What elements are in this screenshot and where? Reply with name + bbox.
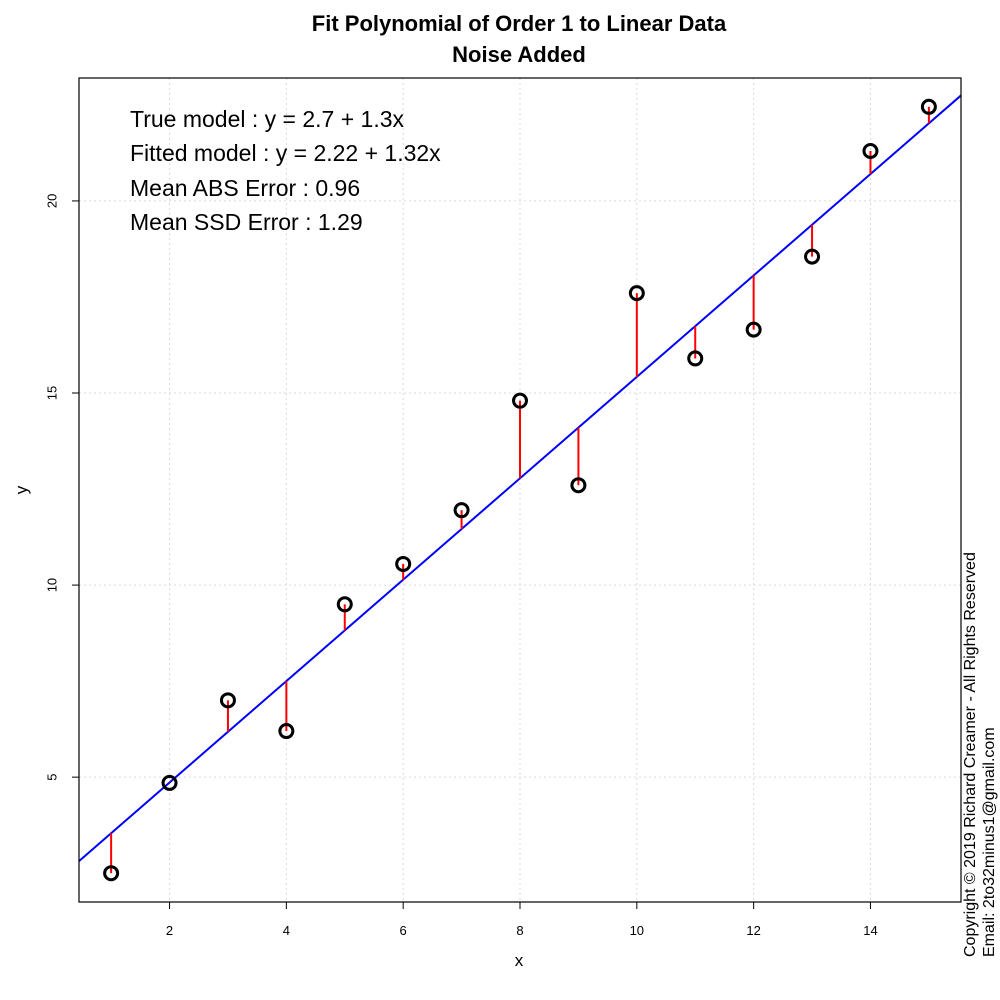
data-point xyxy=(570,477,587,494)
data-point-layer xyxy=(103,98,937,882)
data-point xyxy=(628,285,645,302)
mean-ssd-error-annotation: Mean SSD Error : 1.29 xyxy=(130,209,363,235)
chart-title: Fit Polynomial of Order 1 to Linear Data xyxy=(312,11,727,36)
tick-layer: 2 4 6 8 10 12 14 5 10 15 20 xyxy=(44,194,877,938)
data-point xyxy=(278,723,295,740)
true-model-annotation: True model : y = 2.7 + 1.3x xyxy=(130,106,405,132)
grid-layer xyxy=(79,78,961,902)
x-tick-label: 8 xyxy=(516,923,523,938)
data-point xyxy=(453,502,470,519)
x-axis-label: x xyxy=(515,951,524,970)
data-point xyxy=(103,865,120,882)
data-point xyxy=(687,350,704,367)
y-tick-label: 20 xyxy=(44,194,59,208)
y-axis-label: y xyxy=(12,485,31,494)
mean-abs-error-annotation: Mean ABS Error : 0.96 xyxy=(130,175,360,201)
data-point xyxy=(862,142,879,159)
fitted-model-annotation: Fitted model : y = 2.22 + 1.32x xyxy=(130,140,441,166)
x-tick-label: 14 xyxy=(863,923,877,938)
data-point xyxy=(804,248,821,265)
copyright-line: Copyright © 2019 Richard Creamer - All R… xyxy=(962,552,979,957)
x-tick-label: 6 xyxy=(400,923,407,938)
data-point xyxy=(161,774,178,791)
x-tick-label: 10 xyxy=(630,923,644,938)
email-line: Email: 2to32minus1@gmail.com xyxy=(981,727,998,957)
y-tick-label: 15 xyxy=(44,386,59,400)
y-tick-label: 5 xyxy=(44,774,59,781)
data-point xyxy=(219,692,236,709)
data-point xyxy=(745,321,762,338)
x-tick-label: 12 xyxy=(746,923,760,938)
data-point xyxy=(920,98,937,115)
chart-subtitle: Noise Added xyxy=(452,42,586,67)
x-tick-label: 4 xyxy=(283,923,290,938)
y-tick-label: 10 xyxy=(44,578,59,592)
data-point xyxy=(336,596,353,613)
data-point xyxy=(512,392,528,409)
x-tick-label: 2 xyxy=(166,923,173,938)
data-point xyxy=(395,555,412,572)
